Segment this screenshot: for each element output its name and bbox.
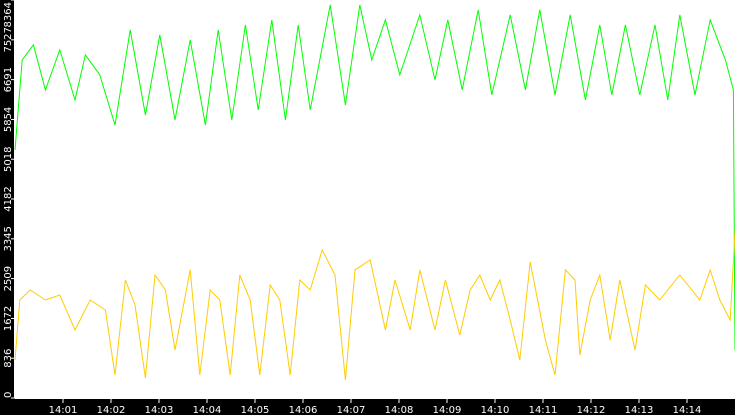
y-tick-label: 8364 (3, 2, 14, 27)
series-line-1 (14, 4, 735, 351)
y-tick-label: 6691 (3, 67, 14, 92)
series-lines (14, 4, 735, 381)
plot-area (15, 0, 735, 398)
y-tick-label: 0 (3, 392, 14, 398)
y-tick-label: 7527 (3, 27, 14, 52)
y-tick-label: 836 (3, 349, 14, 368)
series-line-2 (14, 231, 735, 381)
x-tick-label: 14:11 (529, 405, 558, 415)
x-tick-label: 14:01 (49, 405, 78, 415)
y-tick-label: 1672 (3, 306, 14, 331)
x-tick-label: 14:02 (97, 405, 126, 415)
y-tick-label: 2509 (3, 266, 14, 291)
x-tick-label: 14:09 (433, 405, 462, 415)
x-tick-label: 14:07 (337, 405, 366, 415)
x-tick-label: 14:08 (385, 405, 414, 415)
x-tick-label: 14:05 (241, 405, 270, 415)
y-tick-label: 4182 (3, 186, 14, 211)
y-tick-label: 5854 (3, 107, 14, 132)
x-axis: 14:01 14:02 14:03 14:04 14:05 14:06 14:07 14:08… (15, 398, 735, 415)
x-tick-label: 14:10 (481, 405, 510, 415)
x-tick-label: 14:12 (577, 405, 606, 415)
x-tick-label: 14:14 (673, 405, 702, 415)
x-tick-label: 14:13 (625, 405, 654, 415)
x-tick-label: 14:04 (193, 405, 222, 415)
x-tick-label: 14:03 (145, 405, 174, 415)
y-tick-label: 3345 (3, 226, 14, 251)
y-tick-label: 5018 (3, 146, 14, 171)
x-tick-label: 14:06 (289, 405, 318, 415)
